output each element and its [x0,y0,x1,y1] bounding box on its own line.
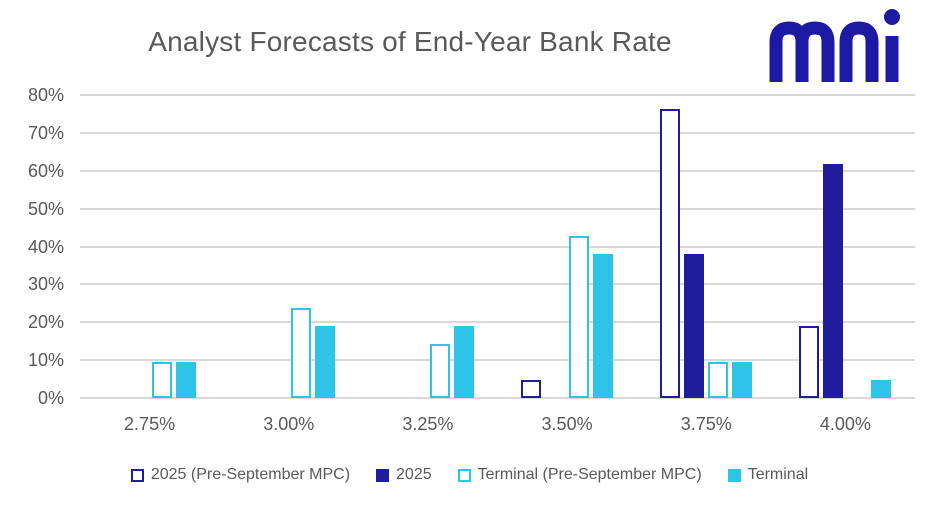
legend-marker-icon [727,468,741,482]
bar-terminal-3.75% [732,362,753,398]
gridline [80,283,915,286]
mni-logo [761,6,921,82]
legend-item: 2025 (Pre-September MPC) [130,466,351,484]
x-tick-label: 4.00% [819,414,871,434]
legend-label: 2025 (Pre-September MPC) [150,466,351,483]
gridline [80,169,915,172]
legend-marker-icon [376,468,390,482]
y-tick-label: 0% [37,388,64,408]
y-tick-label: 30% [27,274,64,295]
bar-terminal-3.25% [453,326,474,398]
gridline [80,131,915,134]
gridline [80,359,915,362]
x-tick-label: 3.50% [541,414,593,434]
legend-label: Terminal (Pre-September MPC) [477,466,702,483]
gridline [80,94,915,96]
x-tick-label: 2.75% [124,414,176,434]
bar-terminal-pre-september-mpc-3.25% [429,343,450,398]
x-axis: 2.75% 3.00% 3.25% 3.50% 3.75% 4.00% [80,414,915,440]
gridline [80,207,915,210]
plot-area [80,94,915,399]
mni-logo-icon [769,9,900,82]
legend: 2025 (Pre-September MPC) 2025 Terminal (Pr… [0,466,939,484]
y-tick-label: 80% [27,85,64,105]
legend-label: 2025 [396,466,432,483]
bar-2025-pre-september-mpc-3.50% [521,379,542,398]
legend-item: Terminal [727,466,809,484]
legend-marker-icon [457,468,471,482]
bar-terminal-pre-september-mpc-3.00% [290,307,311,398]
legend-marker-icon [130,468,144,482]
y-tick-label: 60% [27,160,64,181]
bar-2025-pre-september-mpc-3.75% [660,109,681,398]
gridline [80,397,915,399]
gridline [80,245,915,248]
x-tick-label: 3.25% [402,414,454,434]
y-tick-label: 40% [27,236,64,257]
y-tick-label: 50% [27,198,64,219]
bar-terminal-pre-september-mpc-2.75% [151,362,172,398]
gridline [80,321,915,324]
legend-item: 2025 [376,466,432,484]
bar-terminal-3.50% [593,253,614,398]
bar-terminal-2.75% [175,362,196,398]
y-tick-label: 20% [27,312,64,333]
bar-2025-3.75% [684,253,705,398]
legend-item: Terminal (Pre-September MPC) [457,466,702,484]
y-tick-label: 70% [27,122,64,143]
x-tick-label: 3.00% [263,414,315,434]
x-tick-label: 3.75% [680,414,732,434]
bar-terminal-4.00% [871,379,892,398]
bar-2025-pre-september-mpc-4.00% [799,326,820,398]
bar-2025-4.00% [823,163,844,398]
y-tick-label: 10% [27,350,64,371]
y-axis: 0% 10% 20% 30% 40% 50% 60% 70% 80% [0,85,64,408]
legend-label: Terminal [747,466,809,483]
bar-terminal-pre-september-mpc-3.75% [708,362,729,398]
chart-title: Analyst Forecasts of End-Year Bank Rate [148,26,672,57]
bar-terminal-pre-september-mpc-3.50% [569,235,590,398]
bar-terminal-3.00% [314,326,335,398]
